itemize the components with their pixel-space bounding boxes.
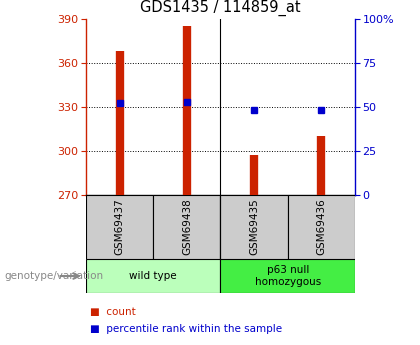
- Bar: [86, 195, 153, 259]
- Text: wild type: wild type: [129, 271, 177, 281]
- Bar: [86, 259, 221, 293]
- Bar: [220, 259, 355, 293]
- Text: ■  count: ■ count: [90, 307, 136, 317]
- Text: GSM69436: GSM69436: [316, 198, 326, 255]
- Title: GDS1435 / 114859_at: GDS1435 / 114859_at: [140, 0, 301, 16]
- Text: GSM69435: GSM69435: [249, 198, 259, 255]
- Text: GSM69438: GSM69438: [182, 198, 192, 255]
- Text: p63 null
homozygous: p63 null homozygous: [255, 265, 321, 287]
- Bar: [220, 195, 288, 259]
- Text: genotype/variation: genotype/variation: [4, 271, 103, 281]
- Bar: [153, 195, 220, 259]
- Text: ■  percentile rank within the sample: ■ percentile rank within the sample: [90, 325, 282, 334]
- Bar: [288, 195, 355, 259]
- Text: GSM69437: GSM69437: [115, 198, 125, 255]
